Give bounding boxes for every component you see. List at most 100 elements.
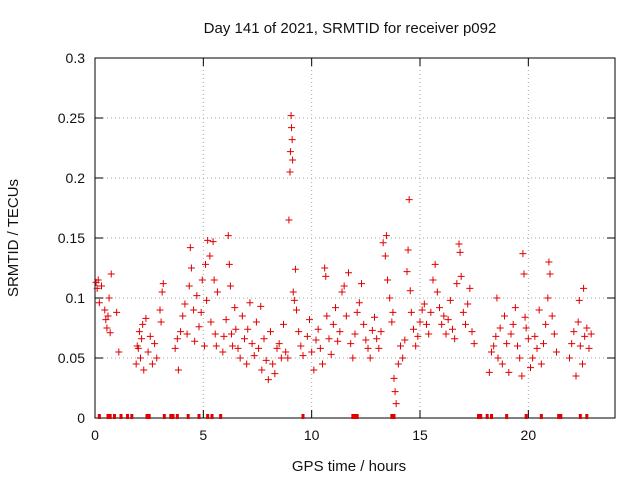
data-point [566, 354, 573, 362]
data-point [371, 313, 378, 321]
data-point [581, 332, 589, 340]
data-point [457, 272, 465, 280]
data-point [540, 340, 547, 348]
data-point [93, 284, 101, 292]
data-point [322, 272, 330, 280]
data-point [345, 269, 352, 277]
data-point [342, 312, 350, 320]
data-point [575, 296, 583, 304]
data-point [379, 239, 387, 247]
data-point [347, 340, 355, 348]
data-point [572, 372, 580, 380]
data-point [115, 348, 123, 356]
data-point [503, 340, 511, 348]
data-point [390, 374, 398, 382]
data-point [399, 354, 407, 362]
data-point [456, 248, 464, 256]
data-point [157, 318, 165, 326]
data-point [527, 364, 534, 372]
data-point [295, 328, 303, 336]
data-points [92, 112, 595, 408]
data-point [228, 330, 235, 338]
data-point [531, 332, 539, 340]
data-point [334, 337, 342, 345]
data-point [236, 354, 244, 362]
data-point [231, 304, 239, 312]
data-point [466, 284, 474, 292]
data-point [468, 328, 476, 336]
data-point [273, 344, 281, 352]
data-point [238, 312, 246, 320]
data-point [353, 308, 361, 316]
data-point [340, 282, 348, 290]
data-point [195, 323, 203, 331]
data-point [105, 294, 113, 302]
data-point [134, 344, 142, 352]
data-point [146, 332, 154, 340]
data-point [492, 332, 500, 340]
data-point [423, 320, 430, 328]
data-point [287, 112, 295, 120]
data-point [332, 304, 339, 312]
chart-title: Day 141 of 2021, SRMTID for receiver p09… [204, 20, 497, 37]
data-point [286, 168, 294, 176]
data-point [191, 337, 199, 345]
data-point [212, 342, 220, 350]
x-tick-label: 0 [91, 427, 99, 443]
data-point [336, 328, 344, 336]
data-point [94, 276, 102, 284]
data-point [151, 340, 159, 348]
data-point [174, 366, 182, 374]
data-point [209, 238, 217, 246]
data-point [101, 306, 109, 314]
gap-markers [97, 414, 589, 419]
data-point [553, 348, 560, 356]
data-point [401, 336, 409, 344]
data-point [299, 352, 307, 360]
data-point [271, 370, 279, 378]
data-point [316, 344, 324, 352]
data-point [243, 360, 251, 368]
y-tick-label: 0 [77, 410, 85, 426]
data-point [186, 244, 194, 252]
data-point [144, 348, 152, 356]
data-point [211, 330, 219, 338]
data-point [204, 236, 212, 244]
data-point [537, 360, 545, 368]
data-point [550, 330, 558, 338]
data-point [148, 360, 156, 368]
data-point [98, 282, 105, 290]
data-point [102, 316, 110, 324]
data-point [364, 344, 372, 352]
data-point [373, 335, 381, 343]
data-point [542, 320, 550, 328]
data-point [107, 270, 115, 278]
data-point [219, 348, 227, 356]
data-point [314, 325, 322, 333]
data-point [135, 328, 143, 336]
data-point [420, 300, 428, 308]
data-point [142, 314, 150, 322]
data-point [386, 294, 394, 302]
data-point [222, 316, 230, 324]
data-point [568, 340, 576, 348]
data-point [392, 400, 400, 408]
data-point [308, 348, 316, 356]
data-point [436, 304, 443, 312]
data-point [389, 308, 397, 316]
data-point [548, 312, 556, 320]
data-point [255, 344, 263, 352]
data-point [244, 325, 252, 333]
data-point [493, 294, 501, 302]
data-point [579, 360, 586, 368]
data-point [580, 284, 588, 292]
data-point [418, 306, 426, 314]
data-point [297, 342, 305, 350]
data-point [267, 328, 274, 336]
data-point [179, 312, 187, 320]
data-point [459, 308, 467, 316]
data-point [416, 318, 424, 326]
data-point [207, 318, 215, 326]
x-tick-label: 20 [521, 427, 537, 443]
